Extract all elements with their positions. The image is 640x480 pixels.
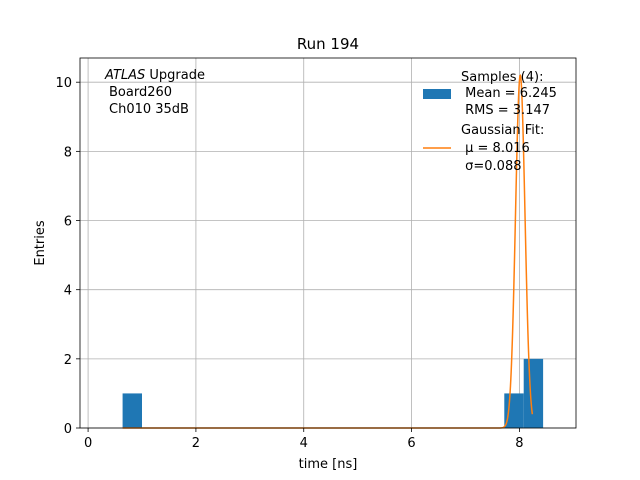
atlas-annotation-line1: ATLAS Upgrade (104, 68, 205, 83)
x-tick-label: 2 (192, 436, 200, 451)
atlas-annotation: ATLAS Upgrade Board260 Ch010 35dB (104, 68, 205, 117)
atlas-upgrade-label: Upgrade (145, 68, 205, 83)
histogram-bar (122, 393, 142, 428)
atlas-label: ATLAS (104, 68, 145, 83)
legend-histogram-rms: RMS = 3.147 (461, 103, 550, 118)
legend-histogram-swatch (423, 89, 451, 99)
legend-fit-title: Gaussian Fit: (461, 123, 544, 138)
y-axis-label: Entries (33, 220, 48, 266)
x-axis-label: time [ns] (299, 457, 358, 472)
plot-area: 0 2 4 6 8 0 2 4 6 8 10 (55, 57, 577, 451)
y-tick-label: 4 (64, 284, 72, 299)
plot-background (80, 58, 576, 428)
legend-histogram-title: Samples (4): (461, 70, 543, 85)
histogram-bars (122, 358, 544, 428)
y-tick-label: 2 (64, 353, 72, 368)
axis-ticks: 0 2 4 6 8 0 2 4 6 8 10 (55, 76, 523, 451)
y-tick-label: 0 (64, 422, 72, 437)
y-tick-label: 10 (55, 76, 72, 91)
y-tick-label: 6 (64, 215, 72, 230)
legend-fit-mu: μ = 8.016 (461, 141, 530, 156)
x-tick-label: 4 (300, 436, 308, 451)
plot-frame (79, 57, 577, 429)
atlas-annotation-channel: Ch010 35dB (109, 102, 189, 117)
x-tick-label: 6 (407, 436, 415, 451)
legend-histogram-mean: Mean = 6.245 (461, 86, 557, 101)
histogram-bar (523, 358, 544, 428)
x-tick-label: 0 (84, 436, 92, 451)
legend: Samples (4): Mean = 6.245 RMS = 3.147 Ga… (423, 70, 557, 174)
legend-fit-sigma: σ=0.088 (461, 159, 521, 174)
chart-title: Run 194 (297, 35, 359, 53)
y-tick-label: 8 (64, 145, 72, 160)
atlas-annotation-board: Board260 (109, 85, 172, 100)
x-tick-label: 8 (515, 436, 523, 451)
